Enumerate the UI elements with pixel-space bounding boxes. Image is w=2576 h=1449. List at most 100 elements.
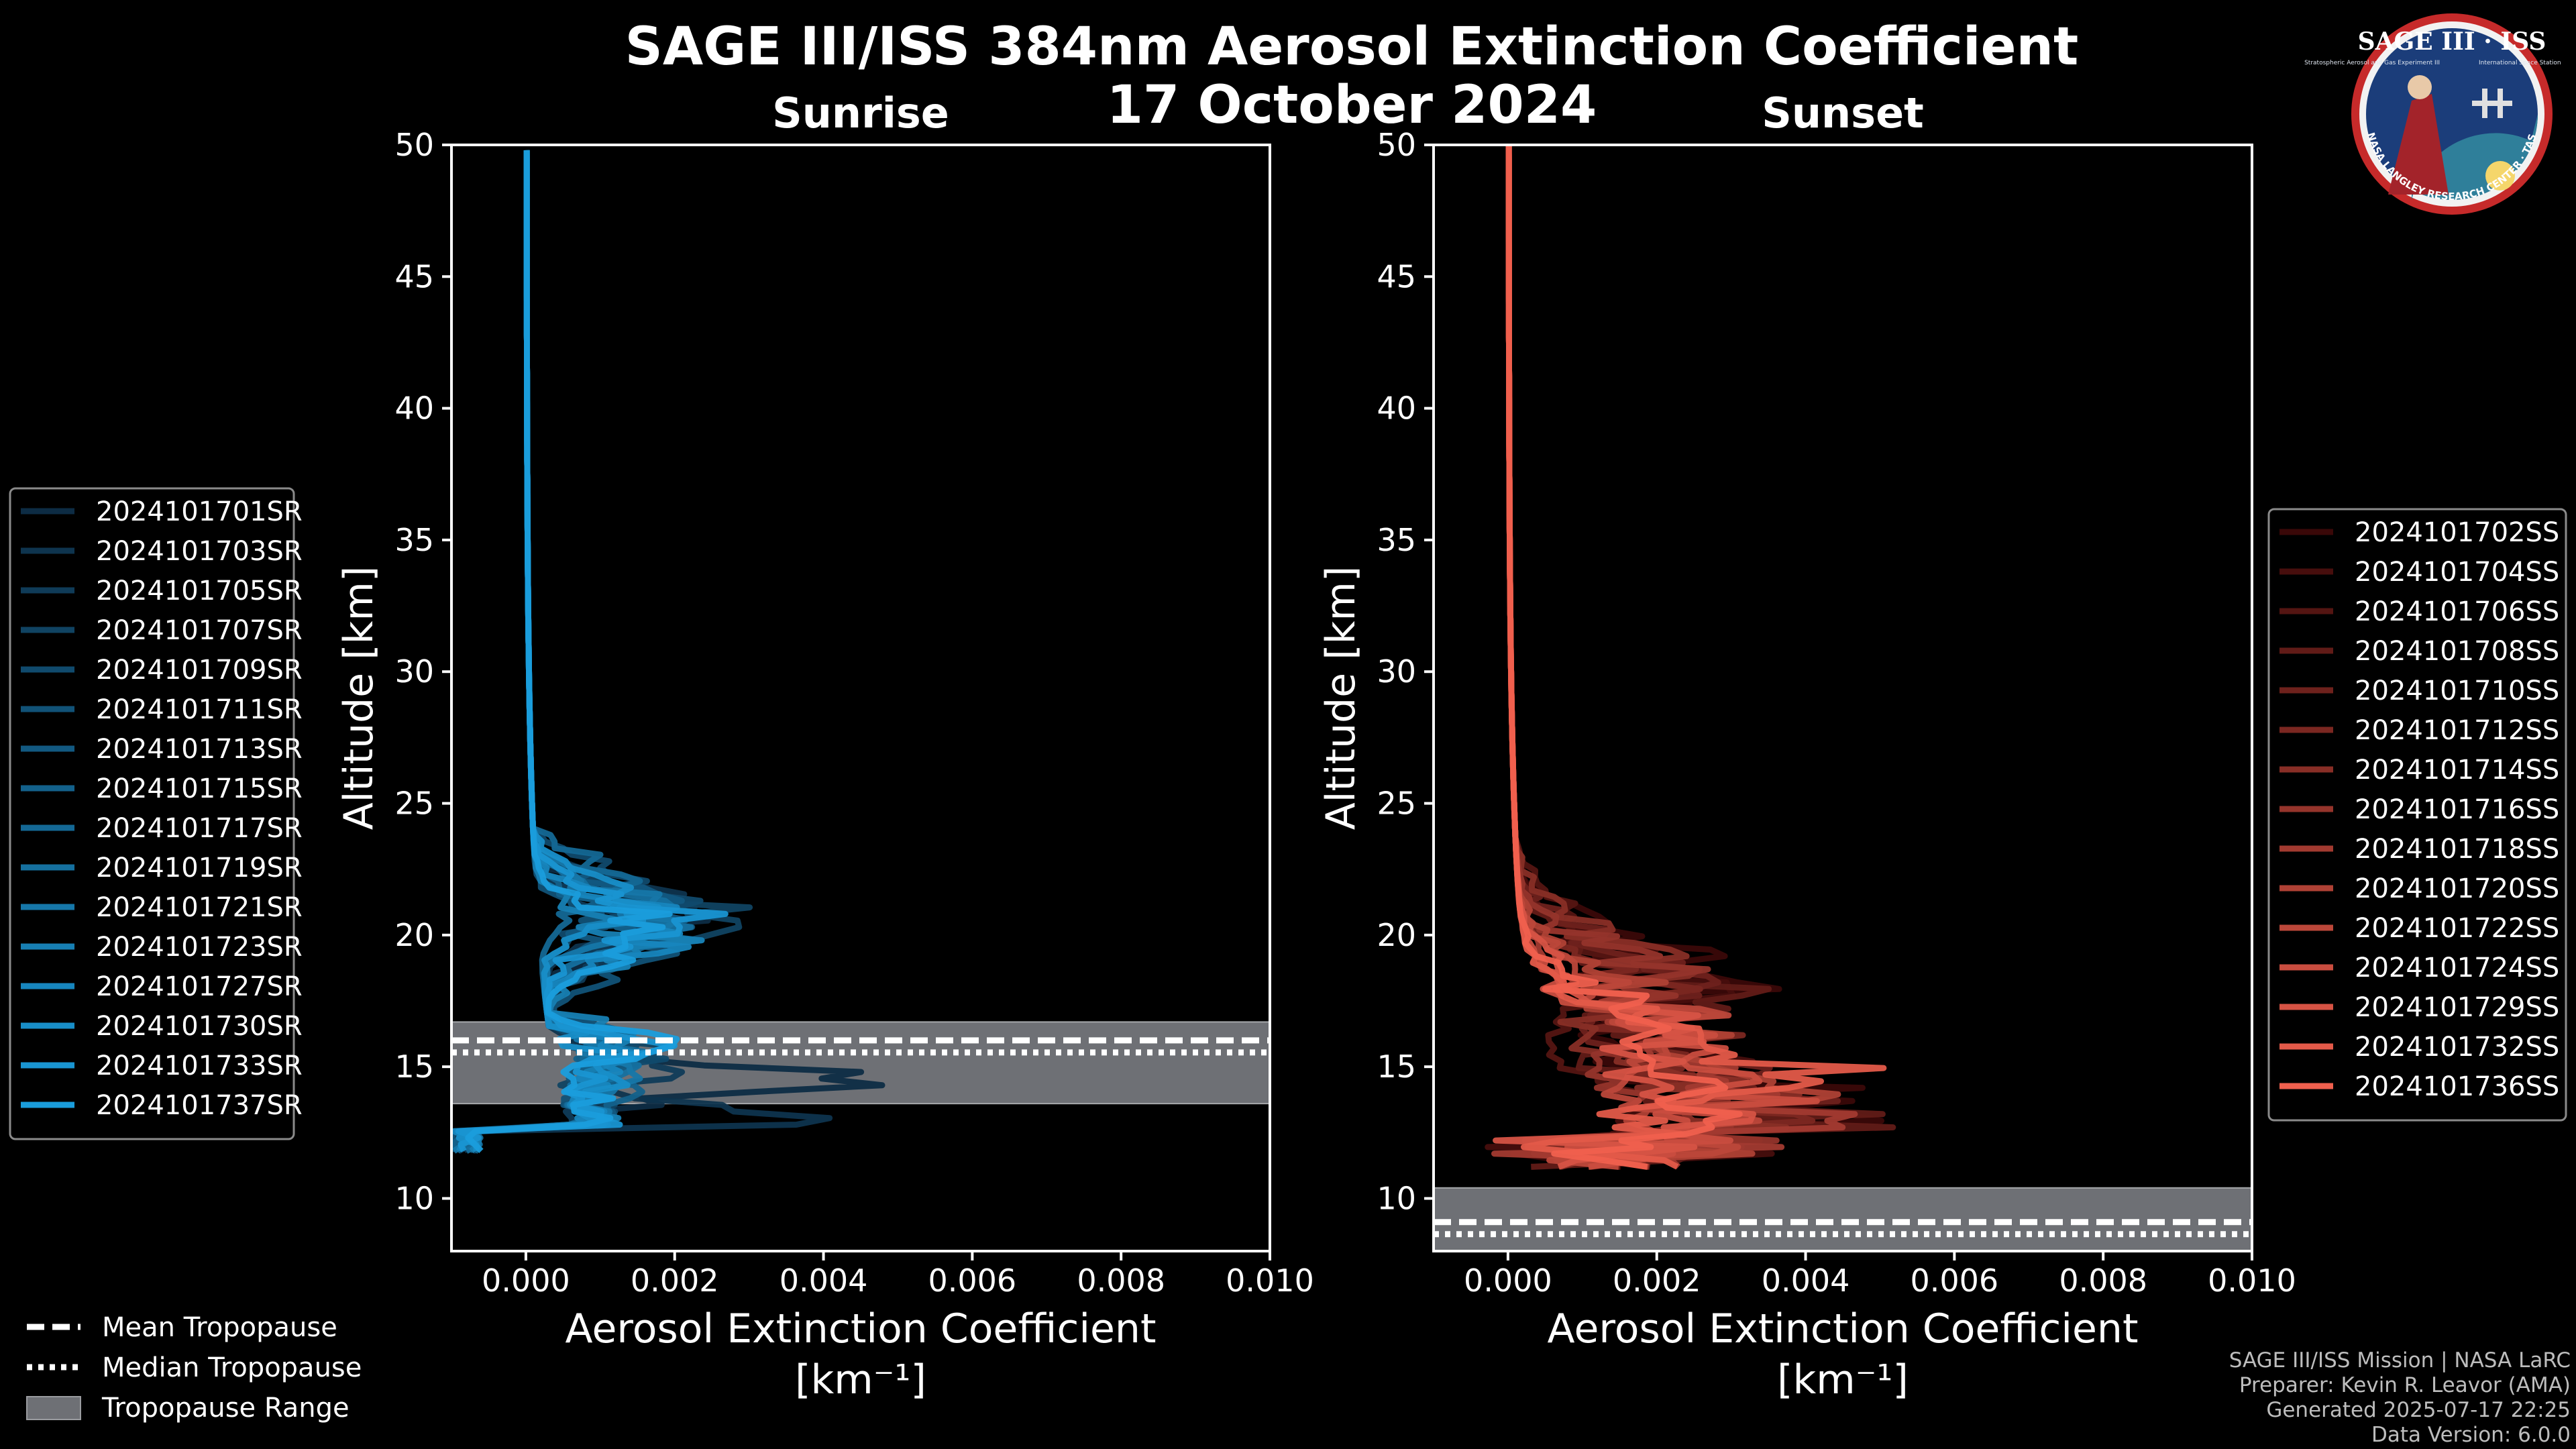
- x-tick-label: 0.002: [631, 1263, 719, 1299]
- scientist-figure-shape: [2388, 94, 2449, 195]
- x-axis-label: Aerosol Extinction Coefficient: [1548, 1305, 2139, 1352]
- x-tick-label: 0.000: [482, 1263, 570, 1299]
- x-tick-label: 0.004: [1762, 1263, 1850, 1299]
- y-tick-label: 35: [394, 522, 434, 558]
- y-tick-label: 30: [394, 653, 434, 690]
- plot-frame: [450, 144, 1271, 1252]
- legend-label-2024101713SR: 2024101713SR: [96, 734, 303, 765]
- x-axis-label: Aerosol Extinction Coefficient: [566, 1305, 1157, 1352]
- credit-line-preparer: Preparer: Kevin R. Leavor (AMA): [2239, 1373, 2571, 1397]
- mean-tropopause-label: Mean Tropopause: [102, 1312, 337, 1343]
- y-tick-label: 40: [394, 390, 434, 427]
- y-tick-label: 45: [1377, 258, 1416, 294]
- x-tick-label: 0.008: [1077, 1263, 1165, 1299]
- logo-subtitle-left: Stratospheric Aerosol and Gas Experiment…: [2304, 60, 2440, 66]
- legend-label-2024101732SS: 2024101732SS: [2355, 1032, 2559, 1063]
- legend-label-2024101718SS: 2024101718SS: [2355, 834, 2559, 865]
- y-tick-label: 50: [1377, 127, 1416, 163]
- legend-label-2024101719SR: 2024101719SR: [96, 853, 303, 883]
- y-tick-label: 20: [394, 917, 434, 953]
- x-tick-label: 0.008: [2059, 1263, 2147, 1299]
- y-tick-label: 25: [1377, 786, 1416, 822]
- legend-label-2024101716SS: 2024101716SS: [2355, 794, 2559, 825]
- x-tick-label: 0.010: [2208, 1263, 2296, 1299]
- x-tick-label: 0.002: [1613, 1263, 1701, 1299]
- y-tick-label: 25: [394, 786, 434, 822]
- legend-label-2024101729SS: 2024101729SS: [2355, 992, 2559, 1023]
- y-axis-label: Altitude [km]: [335, 566, 382, 830]
- legend-label-2024101710SS: 2024101710SS: [2355, 676, 2559, 706]
- y-tick-label: 10: [394, 1180, 434, 1216]
- legend-label-2024101705SR: 2024101705SR: [96, 576, 303, 606]
- figure-subtitle: 17 October 2024: [1107, 75, 1597, 136]
- logo-title: SAGE III · ISS: [2358, 28, 2546, 56]
- credit-line-version: Data Version: 6.0.0: [2371, 1423, 2571, 1447]
- legend-label-2024101722SS: 2024101722SS: [2355, 913, 2559, 944]
- series-line-2024101736SS: [1505, 146, 1743, 1170]
- x-axis-unit: [km⁻¹]: [1777, 1356, 1909, 1403]
- sunset-legend: 2024101702SS 2024101704SS 2024101706SS 2024…: [2267, 508, 2567, 1122]
- scientist-head-shape: [2408, 75, 2432, 99]
- legend-label-2024101704SS: 2024101704SS: [2355, 557, 2559, 588]
- y-tick-label: 40: [1377, 390, 1416, 427]
- x-tick-label: 0.010: [1226, 1263, 1314, 1299]
- y-tick-label: 30: [1377, 653, 1416, 690]
- legend-label-2024101720SS: 2024101720SS: [2355, 873, 2559, 904]
- legend-label-2024101721SR: 2024101721SR: [96, 892, 303, 923]
- legend-label-2024101736SS: 2024101736SS: [2355, 1071, 2559, 1102]
- legend-label-2024101712SS: 2024101712SS: [2355, 715, 2559, 746]
- legend-label-2024101711SR: 2024101711SR: [96, 694, 303, 725]
- legend-label-2024101733SR: 2024101733SR: [96, 1051, 303, 1081]
- series-line-2024101737SR: [465, 150, 680, 1153]
- sunrise-legend: 2024101701SR 2024101703SR 2024101705SR 2024…: [9, 487, 303, 1140]
- x-tick-label: 0.006: [1911, 1263, 1999, 1299]
- iss-station-shape: [2472, 101, 2512, 106]
- legend-label-2024101701SR: 2024101701SR: [96, 496, 303, 527]
- legend-label-2024101723SR: 2024101723SR: [96, 932, 303, 963]
- y-axis-label: Altitude [km]: [1318, 566, 1364, 830]
- plot-frame: [1432, 144, 2253, 1252]
- y-tick-label: 15: [394, 1049, 434, 1085]
- y-tick-label: 50: [394, 127, 434, 163]
- median-tropopause-label: Median Tropopause: [102, 1352, 362, 1383]
- tropopause-range-swatch: [26, 1396, 81, 1420]
- sunrise-panel-title: Sunrise: [772, 89, 949, 138]
- x-tick-label: 0.004: [780, 1263, 868, 1299]
- credits: SAGE III/ISS Mission | NASA LaRC Prepare…: [2229, 1348, 2571, 1447]
- legend-label-2024101715SR: 2024101715SR: [96, 773, 303, 804]
- legend-label-2024101708SS: 2024101708SS: [2355, 636, 2559, 667]
- credit-line-mission: SAGE III/ISS Mission | NASA LaRC: [2229, 1348, 2571, 1373]
- legend-label-2024101717SR: 2024101717SR: [96, 813, 303, 844]
- legend-label-2024101730SR: 2024101730SR: [96, 1011, 303, 1042]
- x-axis-unit: [km⁻¹]: [795, 1356, 926, 1403]
- legend-label-2024101709SR: 2024101709SR: [96, 655, 303, 686]
- credit-line-generated: Generated 2025-07-17 22:25: [2266, 1398, 2571, 1422]
- legend-box: [2267, 508, 2567, 1122]
- legend-label-2024101702SS: 2024101702SS: [2355, 517, 2559, 548]
- legend-label-2024101724SS: 2024101724SS: [2355, 953, 2559, 983]
- sage-iii-iss-logo: SAGE III · ISS Stratospheric Aerosol and…: [2304, 13, 2561, 215]
- y-tick-label: 35: [1377, 522, 1416, 558]
- sunset-panel: 10 15 20 25 30 35 40 45 50 0.000 0.002 0.004 0.006 0.…: [1318, 127, 2296, 1403]
- legend-label-2024101703SR: 2024101703SR: [96, 536, 303, 567]
- x-tick-label: 0.006: [928, 1263, 1017, 1299]
- legend-label-2024101727SR: 2024101727SR: [96, 971, 303, 1002]
- y-tick-label: 45: [394, 258, 434, 294]
- y-tick-label: 20: [1377, 917, 1416, 953]
- y-tick-label: 10: [1377, 1180, 1416, 1216]
- sunset-panel-title: Sunset: [1762, 89, 1924, 138]
- logo-subtitle-right: International Space Station: [2479, 60, 2561, 66]
- legend-label-2024101706SS: 2024101706SS: [2355, 596, 2559, 627]
- tropopause-range-label: Tropopause Range: [101, 1393, 350, 1424]
- tropopause-legend: Mean Tropopause Median Tropopause Tropop…: [26, 1312, 362, 1424]
- sunrise-panel: 10 15 20 25 30 35 40 45 50 0.000 0.002 0.004 0.006 0.…: [335, 127, 1314, 1403]
- x-tick-label: 0.000: [1464, 1263, 1552, 1299]
- legend-label-2024101714SS: 2024101714SS: [2355, 755, 2559, 786]
- moon-shape: [2485, 161, 2515, 191]
- legend-label-2024101707SR: 2024101707SR: [96, 615, 303, 646]
- legend-label-2024101737SR: 2024101737SR: [96, 1090, 303, 1121]
- y-tick-label: 15: [1377, 1049, 1416, 1085]
- figure-title: SAGE III/ISS 384nm Aerosol Extinction Co…: [625, 17, 2079, 77]
- legend-box: [9, 487, 295, 1140]
